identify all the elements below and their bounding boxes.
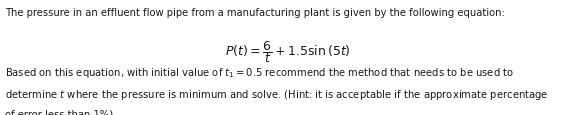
Text: The pressure in an effluent flow pipe from a manufacturing plant is given by the: The pressure in an effluent flow pipe fr… (5, 8, 505, 18)
Text: Based on this equation, with initial value of $t_1 = 0.5$ recommend the method t: Based on this equation, with initial val… (5, 66, 514, 79)
Text: $P(t) = \dfrac{6}{t} + 1.5\mathrm{sin}\,(5t)$: $P(t) = \dfrac{6}{t} + 1.5\mathrm{sin}\,… (225, 39, 351, 65)
Text: determine $t$ where the pressure is minimum and solve. (Hint: it is acceptable i: determine $t$ where the pressure is mini… (5, 87, 548, 101)
Text: of error less than 1%).: of error less than 1%). (5, 108, 116, 115)
